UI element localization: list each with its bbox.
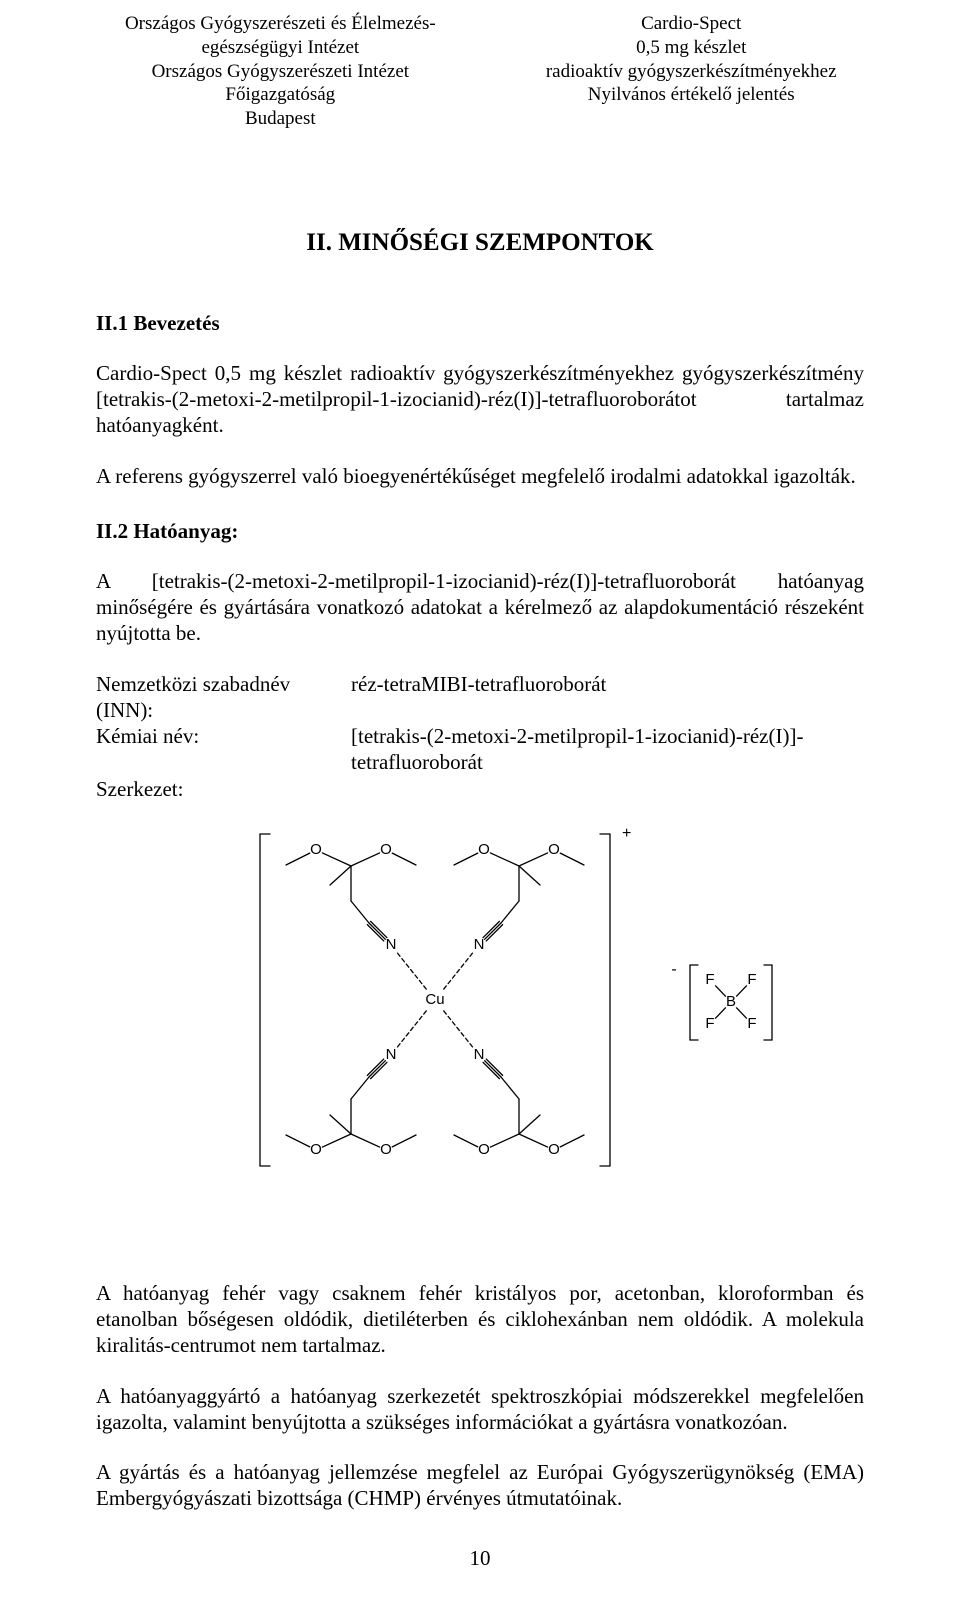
svg-text:O: O <box>478 1141 490 1158</box>
svg-text:O: O <box>310 1141 322 1158</box>
svg-text:O: O <box>548 841 560 858</box>
svg-text:-: - <box>671 961 676 978</box>
header-left-line: Országos Gyógyszerészeti és Élelmezés- <box>96 12 465 36</box>
inn-value: réz-tetraMIBI-tetrafluoroborát <box>351 671 864 724</box>
header-left-line: Országos Gyógyszerészeti Intézet <box>96 60 465 84</box>
struct-label: Szerkezet: <box>96 776 351 802</box>
page-header: Országos Gyógyszerészeti és Élelmezés- e… <box>96 12 864 131</box>
svg-text:Cu: Cu <box>425 991 444 1008</box>
section-heading: II.1 Bevezetés <box>96 311 864 336</box>
paragraph: A [tetrakis-(2-metoxi-2-metilpropil-1-iz… <box>96 568 864 647</box>
svg-text:F: F <box>747 971 756 988</box>
header-right-line: Nyilvános értékelő jelentés <box>518 83 864 107</box>
inn-label: Nemzetközi szabadnév (INN): <box>96 671 351 724</box>
chemical-structure-diagram: + Cu N O O N O O N O O N O O - BF F F F <box>96 810 864 1210</box>
section-heading: II.2 Hatóanyag: <box>96 519 864 544</box>
header-left-line: Főigazgatóság <box>96 83 465 107</box>
header-right-col: Cardio-Spect 0,5 mg készlet radioaktív g… <box>518 12 864 131</box>
chem-label: Kémiai név: <box>96 723 351 776</box>
header-left-col: Országos Gyógyszerészeti és Élelmezés- e… <box>96 12 465 131</box>
svg-text:O: O <box>310 841 322 858</box>
name-row: Szerkezet: <box>96 776 864 802</box>
svg-text:F: F <box>705 1015 714 1032</box>
header-left-line: Budapest <box>96 107 465 131</box>
paragraph: A gyártás és a hatóanyag jellemzése megf… <box>96 1459 864 1512</box>
struct-value-empty <box>351 776 864 802</box>
chemical-structure-svg: + Cu N O O N O O N O O N O O - BF F F F <box>170 810 790 1190</box>
paragraph: A hatóanyag fehér vagy csaknem fehér kri… <box>96 1280 864 1359</box>
svg-text:B: B <box>726 993 736 1010</box>
chem-value: [tetrakis-(2-metoxi-2-metilpropil-1-izoc… <box>351 723 864 776</box>
paragraph: Cardio-Spect 0,5 mg készlet radioaktív g… <box>96 360 864 439</box>
page-number: 10 <box>0 1546 960 1571</box>
main-title: II. MINŐSÉGI SZEMPONTOK <box>96 229 864 257</box>
svg-text:N: N <box>474 1046 485 1063</box>
svg-text:N: N <box>386 936 397 953</box>
name-row: Kémiai név: [tetrakis-(2-metoxi-2-metilp… <box>96 723 864 776</box>
svg-text:F: F <box>747 1015 756 1032</box>
name-row: Nemzetközi szabadnév (INN): réz-tetraMIB… <box>96 671 864 724</box>
header-right-line: Cardio-Spect <box>518 12 864 36</box>
header-right-line: radioaktív gyógyszerkészítményekhez <box>518 60 864 84</box>
page: Országos Gyógyszerészeti és Élelmezés- e… <box>0 0 960 1617</box>
header-right-line: 0,5 mg készlet <box>518 36 864 60</box>
svg-text:O: O <box>478 841 490 858</box>
svg-text:O: O <box>380 841 392 858</box>
svg-text:F: F <box>705 971 714 988</box>
svg-text:O: O <box>548 1141 560 1158</box>
paragraph: A referens gyógyszerrel való bioegyenért… <box>96 463 864 489</box>
names-block: Nemzetközi szabadnév (INN): réz-tetraMIB… <box>96 671 864 802</box>
header-left-line: egészségügyi Intézet <box>96 36 465 60</box>
svg-text:O: O <box>380 1141 392 1158</box>
svg-text:+: + <box>622 825 631 842</box>
svg-text:N: N <box>474 936 485 953</box>
svg-text:N: N <box>386 1046 397 1063</box>
paragraph: A hatóanyaggyártó a hatóanyag szerkezeté… <box>96 1383 864 1436</box>
